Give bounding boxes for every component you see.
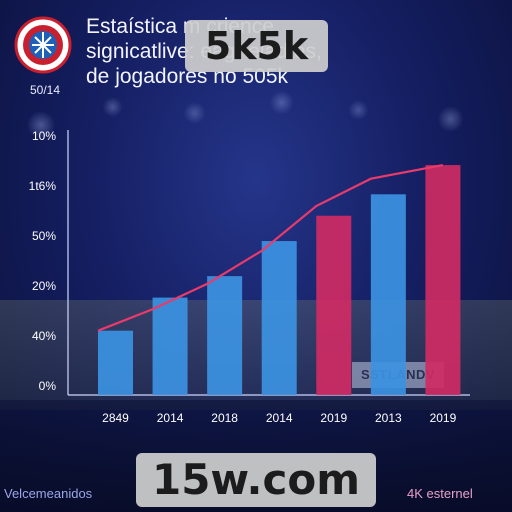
bar <box>316 215 352 395</box>
y-tick-label: 50% <box>32 229 56 243</box>
x-category-label: 2014 <box>266 411 293 425</box>
bar <box>370 194 406 395</box>
y-tick-label: 20% <box>32 279 56 293</box>
y-tick-label: 1t6% <box>29 179 57 193</box>
x-category-label: 2014 <box>157 411 184 425</box>
x-category-label: 2019 <box>320 411 347 425</box>
corner-label: 50/14 <box>30 83 61 97</box>
x-category-label: 2018 <box>211 411 238 425</box>
y-tick-label: 0% <box>39 379 57 393</box>
trend-line <box>97 163 444 332</box>
club-logo-icon <box>14 16 72 74</box>
y-tick-label: 10% <box>32 129 56 143</box>
bar <box>98 330 133 395</box>
x-category-label: 2849 <box>102 411 129 425</box>
watermark-bottom: 15w.com <box>136 453 376 507</box>
x-category-label: 2013 <box>375 411 402 425</box>
watermark-top: 5k5k <box>185 20 328 72</box>
bar <box>261 241 297 395</box>
footer-right-text: 4K esternel <box>407 486 473 501</box>
footer-left-text: Velcemeanidos <box>4 486 93 501</box>
y-tick-label: 40% <box>32 329 56 343</box>
bar <box>425 165 461 395</box>
bar <box>207 276 243 395</box>
x-category-label: 2019 <box>430 411 457 425</box>
bar <box>152 297 188 395</box>
